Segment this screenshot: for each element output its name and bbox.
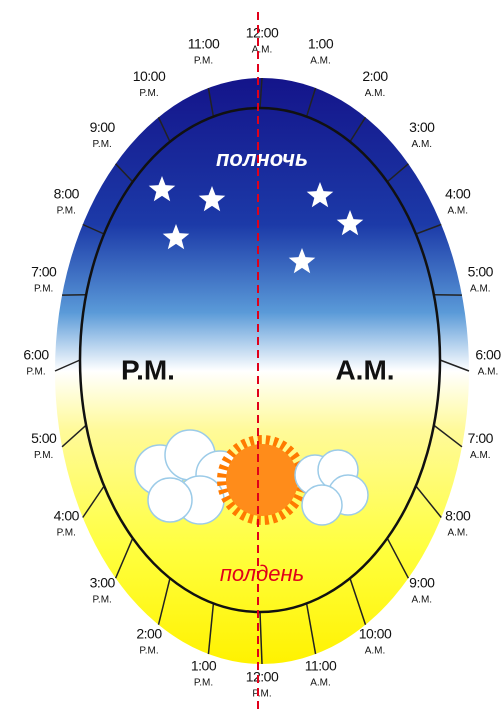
hour-time: 2:00	[362, 68, 388, 84]
hour-time: 7:00	[468, 430, 494, 446]
hour-period: P.M.	[194, 678, 213, 689]
hour-time: 9:00	[90, 119, 116, 135]
pm-label: P.M.	[121, 354, 175, 385]
hour-period: A.M.	[252, 45, 273, 56]
hour-time: 5:00	[31, 430, 57, 446]
hour-period: A.M.	[470, 450, 491, 461]
hour-period: P.M.	[93, 139, 112, 150]
hour-period: A.M.	[310, 56, 331, 67]
hour-period: P.M.	[57, 528, 76, 539]
hour-time: 6:00	[475, 347, 501, 363]
hour-time: 12:00	[246, 25, 279, 41]
noon-label: полдень	[220, 561, 304, 586]
hour-time: 1:00	[308, 36, 334, 52]
hour-period: P.M.	[34, 283, 53, 294]
hour-period: A.M.	[470, 283, 491, 294]
hour-time: 3:00	[409, 119, 435, 135]
hour-period: P.M.	[34, 450, 53, 461]
midnight-label: полночь	[216, 146, 308, 171]
hour-period: A.M.	[478, 367, 499, 378]
hour-time: 3:00	[90, 574, 116, 590]
hour-period: A.M.	[310, 678, 331, 689]
hour-time: 11:00	[188, 36, 220, 52]
hour-period: A.M.	[412, 139, 433, 150]
hour-time: 8:00	[445, 508, 471, 524]
hour-period: P.M.	[252, 689, 271, 700]
hour-period: P.M.	[26, 367, 45, 378]
hour-time: 2:00	[136, 626, 162, 642]
am-label: A.M.	[335, 354, 394, 385]
day-clock: полночь полдень P.M. A.M. 12:00 A.M. 1:00 A…	[0, 0, 504, 720]
hour-period: P.M.	[194, 56, 213, 67]
hour-time: 8:00	[54, 186, 80, 202]
hour-time: 4:00	[445, 186, 471, 202]
hour-time: 10:00	[359, 626, 392, 642]
hour-period: P.M.	[139, 88, 158, 99]
hour-time: 11:00	[305, 658, 337, 674]
hour-period: A.M.	[447, 206, 468, 217]
hour-time: 1:00	[191, 658, 217, 674]
hour-period: A.M.	[365, 646, 386, 657]
hour-period: A.M.	[365, 88, 386, 99]
hour-period: A.M.	[412, 594, 433, 605]
hour-period: P.M.	[139, 646, 158, 657]
sun	[226, 444, 298, 516]
hour-time: 4:00	[54, 508, 80, 524]
hour-period: A.M.	[447, 528, 468, 539]
hour-time: 9:00	[409, 574, 435, 590]
hour-time: 12:00	[246, 669, 279, 685]
hour-period: P.M.	[57, 206, 76, 217]
hour-time: 10:00	[133, 68, 166, 84]
hour-time: 6:00	[23, 347, 49, 363]
hour-time: 5:00	[468, 263, 494, 279]
hour-time: 7:00	[31, 263, 57, 279]
hour-period: P.M.	[93, 594, 112, 605]
